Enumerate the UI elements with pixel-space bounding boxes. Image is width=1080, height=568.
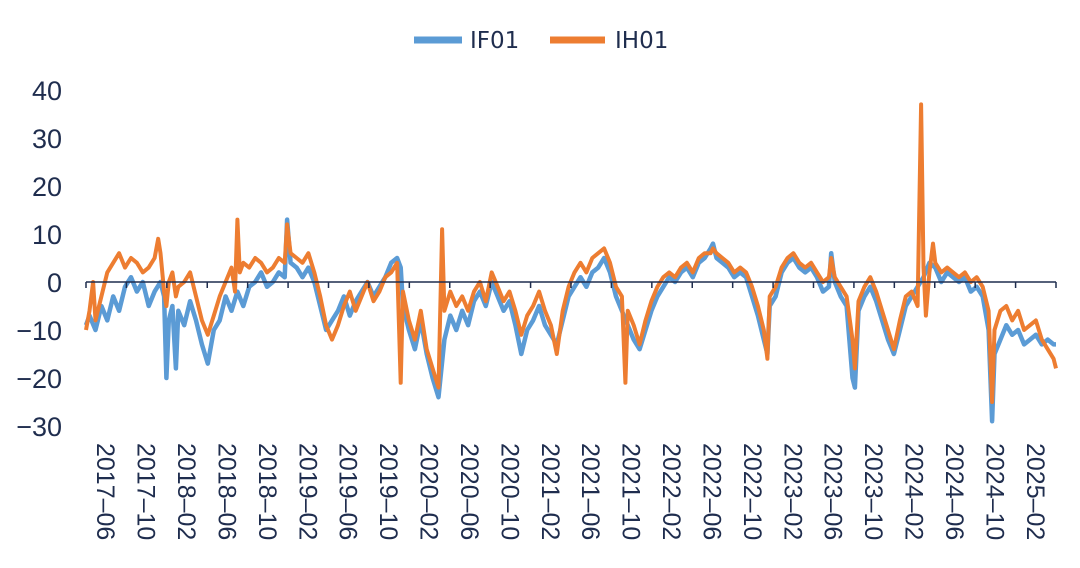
x-tick-label: 2020–02 xyxy=(415,443,443,540)
x-tick-label: 2019–06 xyxy=(334,443,362,540)
x-tick-label: 2020–06 xyxy=(455,443,483,540)
series-line-ih01 xyxy=(84,102,1058,404)
x-tick-label: 2022–06 xyxy=(698,443,726,540)
x-tick-label: 2024–02 xyxy=(900,443,928,540)
series-line-if01 xyxy=(83,217,1056,424)
y-tick-label: −30 xyxy=(16,412,62,442)
x-tick-label: 2025–02 xyxy=(1021,443,1049,540)
x-tick-label: 2022–02 xyxy=(657,443,685,540)
x-tick-label: 2023–02 xyxy=(778,443,806,540)
x-tick-label: 2019–10 xyxy=(374,443,402,540)
y-tick-label: 0 xyxy=(47,268,62,298)
x-tick-label: 2021–06 xyxy=(576,443,604,540)
series-group xyxy=(83,102,1058,424)
x-tick-label: 2018–02 xyxy=(172,443,200,540)
legend-label-if01: IF01 xyxy=(470,28,519,54)
y-tick-label: −20 xyxy=(16,364,62,394)
x-tick-label: 2018–06 xyxy=(213,443,241,540)
y-tick-label: 30 xyxy=(32,124,62,154)
x-tick-label: 2018–10 xyxy=(253,443,281,540)
legend: IF01 IH01 xyxy=(414,28,668,54)
y-tick-label: 40 xyxy=(32,76,62,106)
x-axis-ticks xyxy=(85,282,1057,288)
x-tick-label: 2024–06 xyxy=(940,443,968,540)
legend-label-ih01: IH01 xyxy=(615,28,668,54)
y-tick-label: 10 xyxy=(32,220,62,250)
x-tick-label: 2024–10 xyxy=(980,443,1008,540)
x-tick-label: 2020–10 xyxy=(495,443,523,540)
x-tick-label: 2019–02 xyxy=(293,443,321,540)
y-tick-label: −10 xyxy=(16,316,62,346)
x-tick-label: 2023–10 xyxy=(859,443,887,540)
x-tick-label: 2021–02 xyxy=(536,443,564,540)
x-axis: 2017–06 2017–10 2018–02 2018–06 2018–10 2019–… xyxy=(91,443,1049,540)
x-tick-label: 2021–10 xyxy=(617,443,645,540)
x-tick-label: 2022–10 xyxy=(738,443,766,540)
x-tick-label: 2023–06 xyxy=(819,443,847,540)
x-tick-label: 2017–10 xyxy=(132,443,160,540)
x-tick-label: 2017–06 xyxy=(91,443,119,540)
y-axis: 40 30 20 10 0 −10 −20 −30 xyxy=(16,76,62,442)
y-tick-label: 20 xyxy=(32,172,62,202)
